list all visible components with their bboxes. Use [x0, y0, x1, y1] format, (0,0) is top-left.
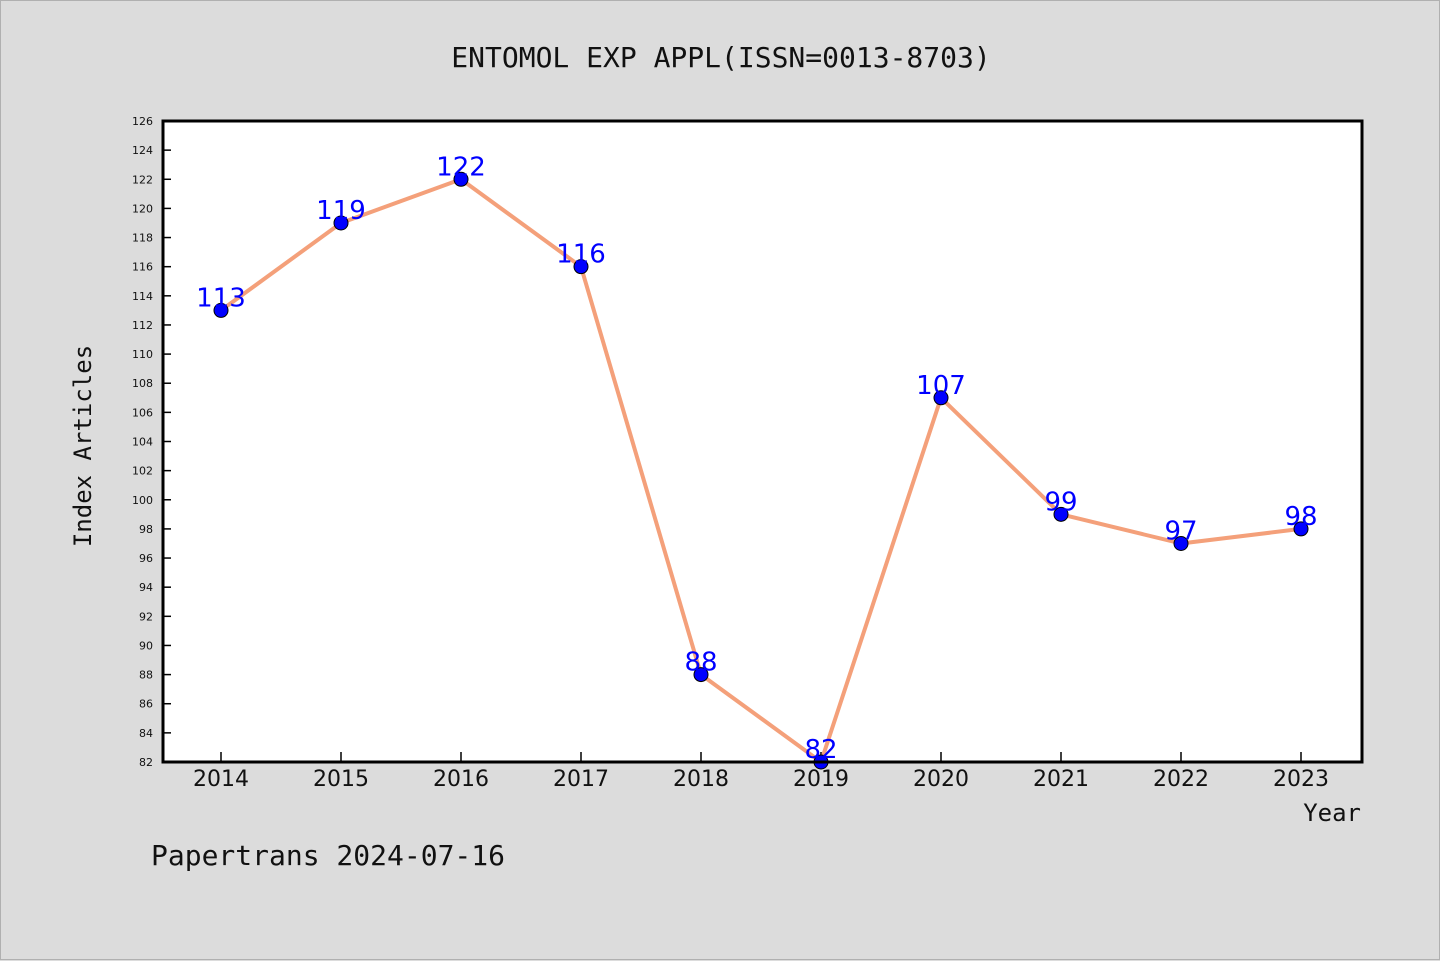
y-tick-label: 104 [132, 436, 153, 449]
y-tick-label: 92 [139, 610, 153, 623]
y-tick-label: 106 [132, 406, 153, 419]
data-point [1293, 521, 1309, 537]
y-tick-label: 90 [139, 639, 153, 652]
y-tick-label: 86 [139, 698, 153, 711]
x-tick-label: 2015 [313, 767, 369, 792]
data-point [573, 259, 589, 275]
data-label: 122 [436, 152, 486, 182]
y-tick-label: 102 [132, 465, 153, 478]
x-tick-label: 2017 [553, 767, 609, 792]
y-tick-label: 108 [132, 377, 153, 390]
chart-title: ENTOMOL EXP APPL(ISSN=0013-8703) [451, 41, 990, 74]
y-tick-label: 100 [132, 494, 153, 507]
x-tick-label: 2016 [433, 767, 489, 792]
y-tick-label: 126 [132, 115, 153, 128]
x-axis: 2014 2015 2016 2017 2018 2019 2020 2021 2022 2023 [193, 752, 1329, 792]
data-label: 98 [1284, 502, 1317, 532]
data-point [933, 390, 949, 406]
x-tick-label: 2022 [1153, 767, 1209, 792]
x-tick-label: 2021 [1033, 767, 1089, 792]
data-point [213, 302, 229, 318]
data-label: 119 [316, 196, 366, 226]
y-tick-label: 110 [132, 348, 153, 361]
data-label: 82 [804, 735, 837, 765]
footer-credit: Papertrans 2024-07-16 [151, 839, 505, 872]
data-point [1053, 506, 1069, 522]
data-label: 113 [196, 283, 246, 313]
x-tick-label: 2020 [913, 767, 969, 792]
series-line [219, 177, 1302, 764]
x-tick-label: 2014 [193, 767, 249, 792]
y-tick-label: 98 [139, 523, 153, 536]
y-tick-label: 88 [139, 669, 153, 682]
x-tick-label: 2019 [793, 767, 849, 792]
data-labels: 113 119 122 116 88 82 107 99 97 98 [196, 152, 1317, 765]
y-tick-label: 118 [132, 232, 153, 245]
y-tick-label: 114 [132, 290, 153, 303]
y-tick-label: 82 [139, 756, 153, 769]
data-point [1173, 535, 1189, 551]
data-label: 88 [684, 648, 717, 678]
data-label: 99 [1044, 487, 1077, 517]
data-points [213, 171, 1309, 770]
plot-border [161, 119, 1364, 764]
y-tick-label: 94 [139, 581, 153, 594]
x-tick-label: 2018 [673, 767, 729, 792]
data-label: 107 [916, 371, 966, 401]
data-point [693, 667, 709, 683]
y-tick-label: 124 [132, 144, 153, 157]
y-axis-label: Index Articles [69, 345, 97, 547]
y-tick-label: 84 [139, 727, 153, 740]
y-tick-label: 112 [132, 319, 153, 332]
y-tick-label: 120 [132, 202, 153, 215]
y-tick-label: 96 [139, 552, 153, 565]
plot-area [163, 121, 1362, 762]
x-axis-label: Year [1303, 799, 1361, 827]
y-tick-label: 116 [132, 261, 153, 274]
data-point [453, 171, 469, 187]
y-axis: 82 84 86 88 90 92 94 96 98 100 102 104 106 108 110 112 1… [132, 115, 171, 769]
x-tick-label: 2023 [1273, 767, 1329, 792]
data-point [333, 215, 349, 231]
data-label: 97 [1164, 516, 1197, 546]
y-tick-label: 122 [132, 173, 153, 186]
data-label: 116 [556, 240, 606, 270]
